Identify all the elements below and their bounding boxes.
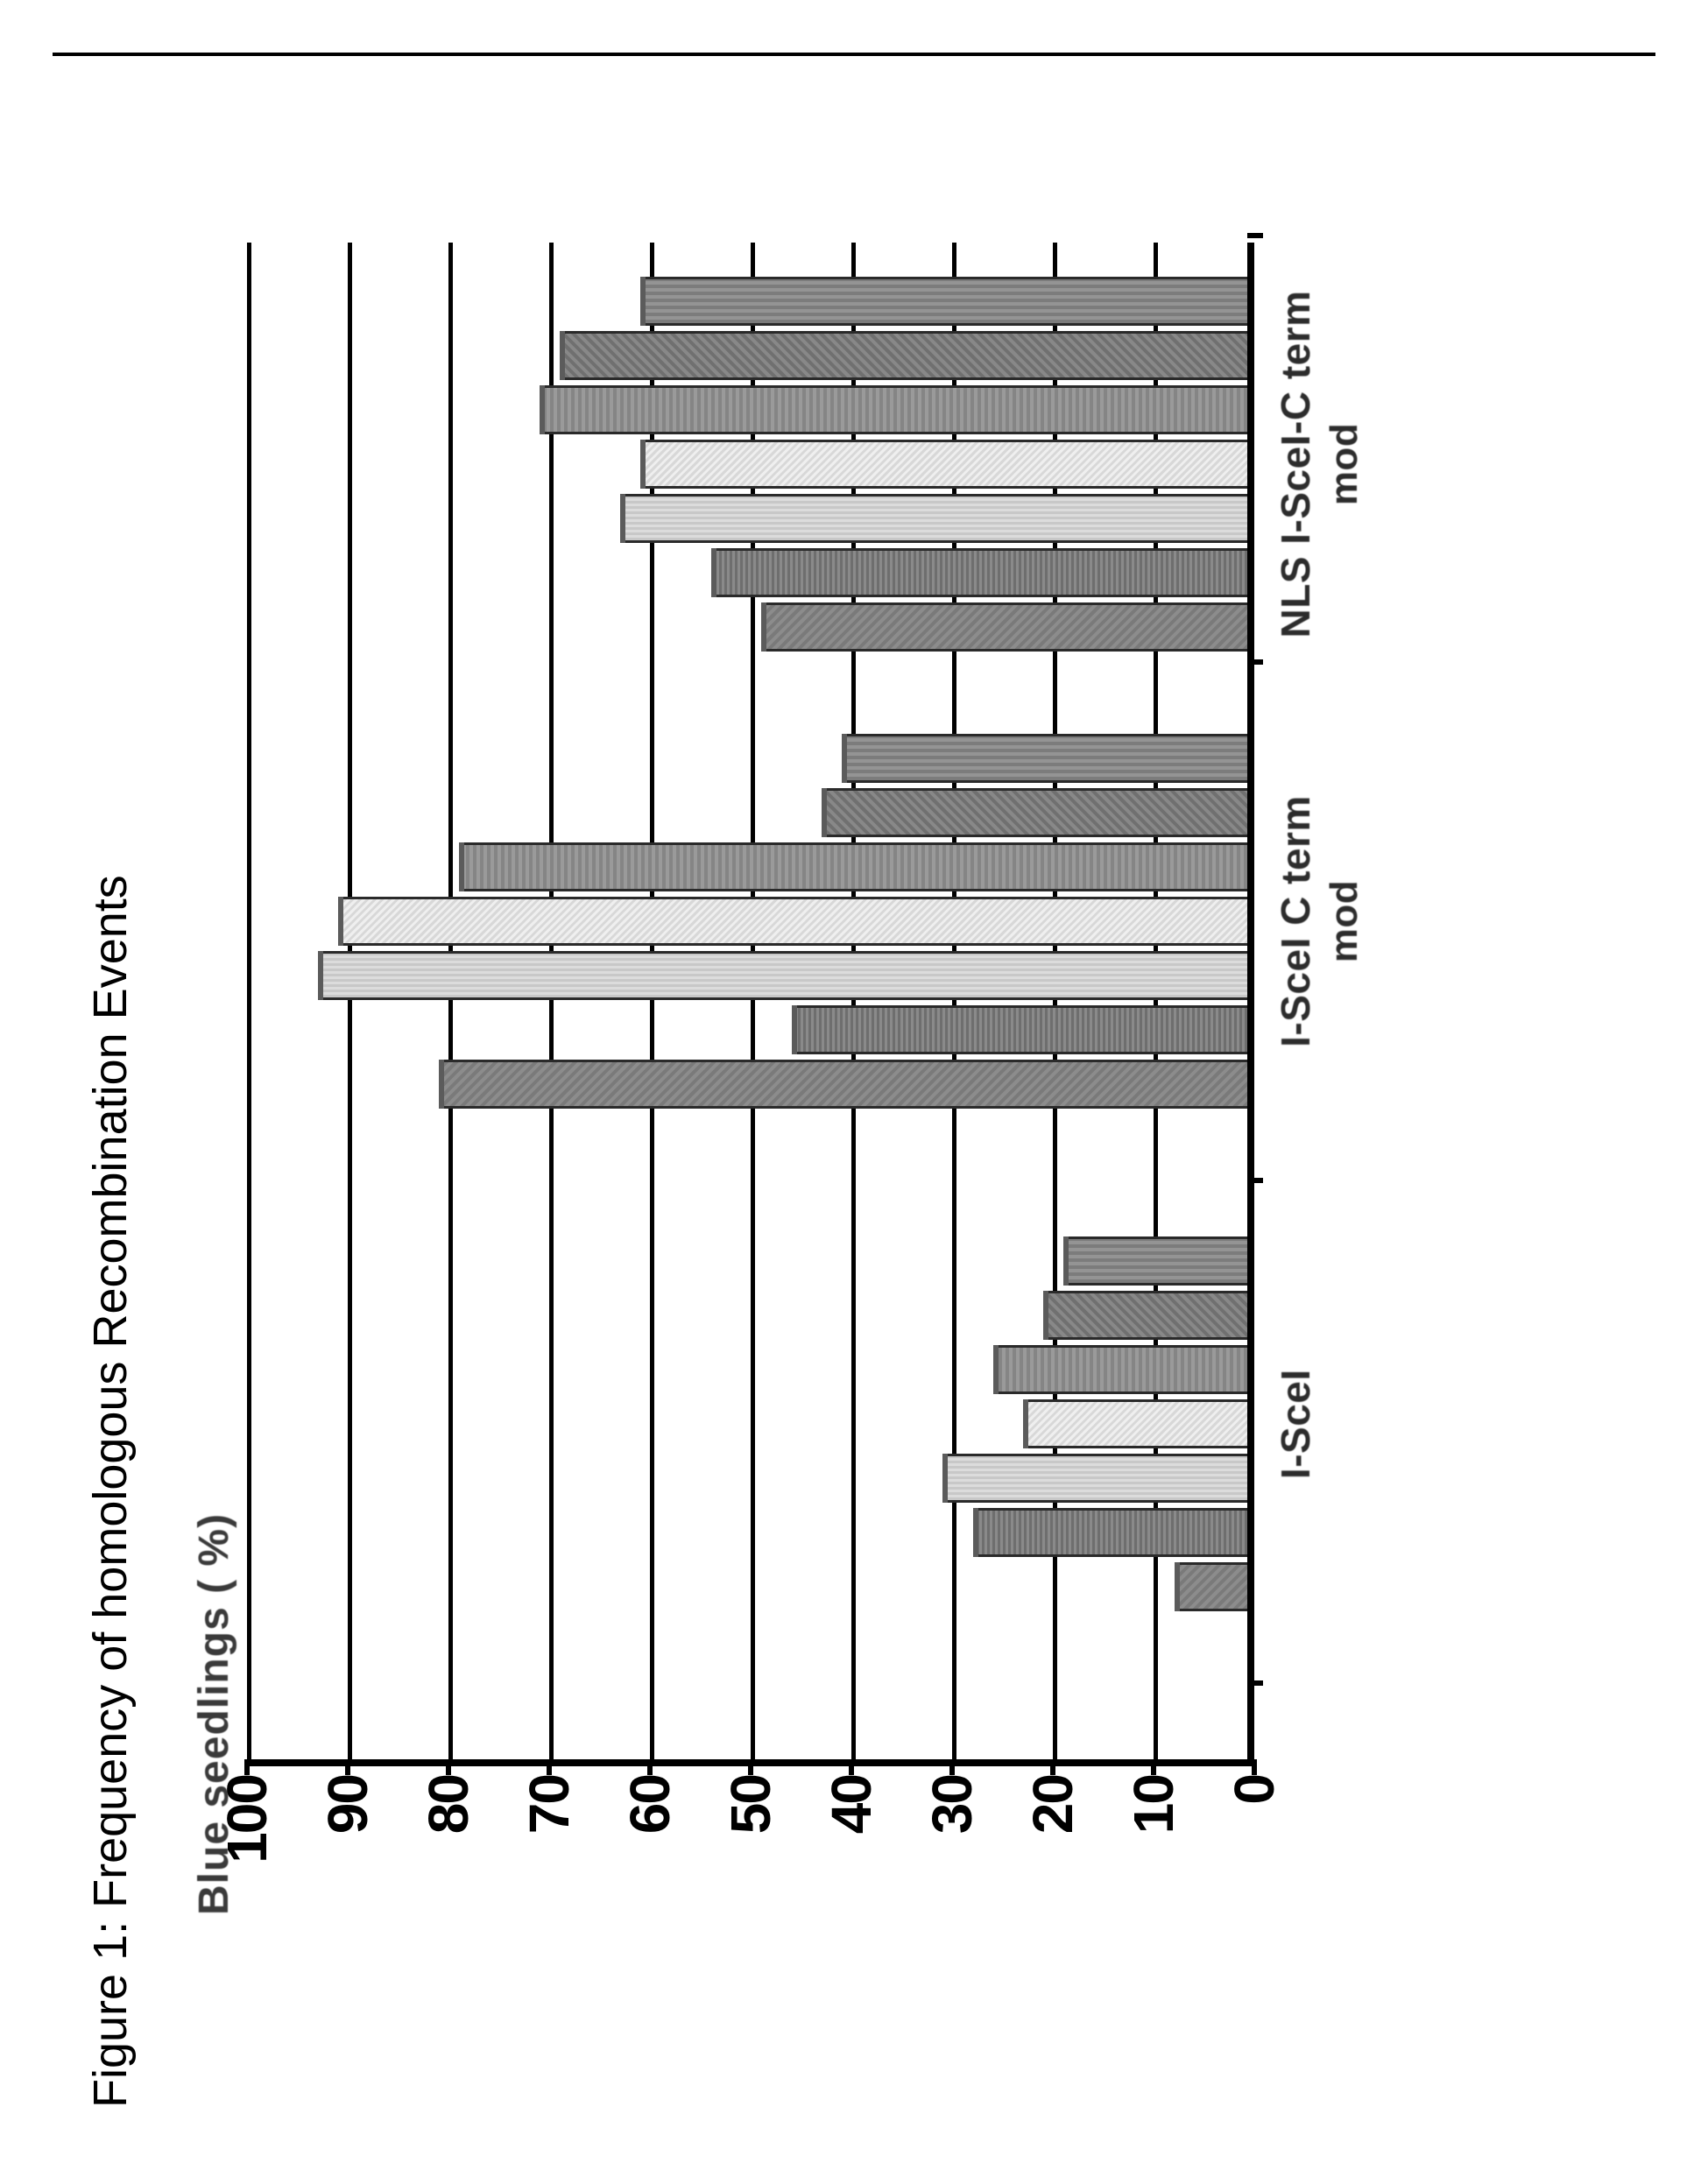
bar — [824, 788, 1247, 837]
x-category-label-line2: mod — [1323, 795, 1366, 1047]
bar-group — [321, 734, 1247, 1109]
y-tick-mark — [345, 1759, 350, 1775]
y-tick-label: 80 — [416, 1775, 481, 1834]
bar — [643, 277, 1247, 326]
chart: 0102030405060708090100I-SceII-SceI C ter… — [247, 234, 1386, 1915]
y-tick-mark — [446, 1759, 451, 1775]
y-tick-label: 50 — [718, 1775, 783, 1834]
y-tick-mark — [949, 1759, 955, 1775]
x-category-label: I-SceI C termmod — [1272, 795, 1366, 1047]
y-tick-label: 60 — [618, 1775, 682, 1834]
bar-fill — [999, 1348, 1248, 1391]
x-tick-mark — [1247, 1178, 1263, 1183]
y-tick-label: 90 — [315, 1775, 380, 1834]
bar-fill — [343, 899, 1247, 943]
y-tick-mark — [849, 1759, 854, 1775]
y-tick-label: 100 — [215, 1775, 279, 1863]
bar-fill — [646, 442, 1247, 486]
y-tick-label: 40 — [819, 1775, 884, 1834]
bar — [542, 385, 1247, 434]
bar-fill — [1048, 1293, 1247, 1337]
bar-fill — [847, 736, 1247, 780]
y-tick-mark — [1151, 1759, 1156, 1775]
bar-fill — [1180, 1565, 1248, 1609]
y-tick-label: 10 — [1121, 1775, 1186, 1834]
bar — [1177, 1562, 1248, 1611]
y-tick-mark — [547, 1759, 552, 1775]
x-category-label-line1: I-SceI — [1273, 1369, 1318, 1479]
bar — [1046, 1291, 1247, 1340]
rotated-container: Figure 1: Frequency of homologous Recomb… — [0, 88, 1708, 2184]
y-tick-mark — [647, 1759, 653, 1775]
bar — [462, 842, 1247, 891]
y-axis-title: Blue seedlings ( %) — [190, 129, 238, 1915]
bar — [976, 1508, 1248, 1557]
bar-fill — [565, 334, 1247, 377]
bar-fill — [1028, 1402, 1247, 1446]
bar — [764, 602, 1247, 652]
bar — [441, 1060, 1247, 1109]
y-tick-label: 30 — [920, 1775, 985, 1834]
bar — [321, 951, 1247, 1000]
y-tick-label: 0 — [1222, 1775, 1287, 1805]
y-tick-mark — [1252, 1759, 1257, 1775]
bar — [562, 331, 1247, 380]
bar-fill — [464, 845, 1247, 889]
page: Figure 1: Frequency of homologous Recomb… — [0, 0, 1708, 2184]
bar-fill — [948, 1456, 1247, 1500]
bar — [1066, 1236, 1247, 1286]
bar-fill — [625, 497, 1247, 540]
x-category-label: I-SceI — [1272, 1369, 1319, 1479]
plot-area: 0102030405060708090100I-SceII-SceI C ter… — [247, 243, 1254, 1766]
y-tick-label: 20 — [1020, 1775, 1085, 1834]
bar-fill — [766, 605, 1247, 649]
y-tick-mark — [748, 1759, 753, 1775]
bar-fill — [1069, 1239, 1247, 1283]
bar — [714, 548, 1248, 597]
x-category-label-line1: NLS I-SceI-C term — [1273, 290, 1318, 638]
x-tick-mark — [1247, 1680, 1263, 1686]
y-tick-label: 70 — [517, 1775, 582, 1834]
bar-fill — [827, 791, 1247, 835]
bar-fill — [716, 551, 1248, 595]
bar-fill — [545, 388, 1247, 432]
bar — [623, 494, 1247, 543]
bar-fill — [444, 1062, 1247, 1106]
figure-title: Figure 1: Frequency of homologous Recomb… — [83, 129, 138, 2108]
x-category-label-line1: I-SceI C term — [1273, 795, 1318, 1047]
x-tick-mark — [1247, 659, 1263, 665]
bar-group — [542, 277, 1247, 652]
page-top-rule — [53, 53, 1655, 56]
y-tick-mark — [1050, 1759, 1055, 1775]
x-category-label: NLS I-SceI-C termmod — [1272, 290, 1366, 638]
bar-fill — [323, 954, 1247, 997]
gridline — [247, 243, 251, 1759]
bar — [996, 1345, 1248, 1394]
bar-fill — [646, 279, 1247, 323]
x-tick-mark — [1247, 233, 1263, 238]
bar — [643, 440, 1247, 489]
bar-fill — [978, 1511, 1248, 1554]
bar — [844, 734, 1247, 783]
y-tick-mark — [244, 1759, 250, 1775]
rotated-content: Figure 1: Frequency of homologous Recomb… — [66, 129, 1642, 2143]
bar — [794, 1005, 1248, 1054]
bar — [341, 897, 1247, 946]
x-category-label-line2: mod — [1323, 290, 1366, 638]
bar-fill — [797, 1008, 1248, 1052]
bar — [1026, 1399, 1247, 1448]
bar — [945, 1454, 1247, 1503]
bar-group — [945, 1236, 1247, 1611]
